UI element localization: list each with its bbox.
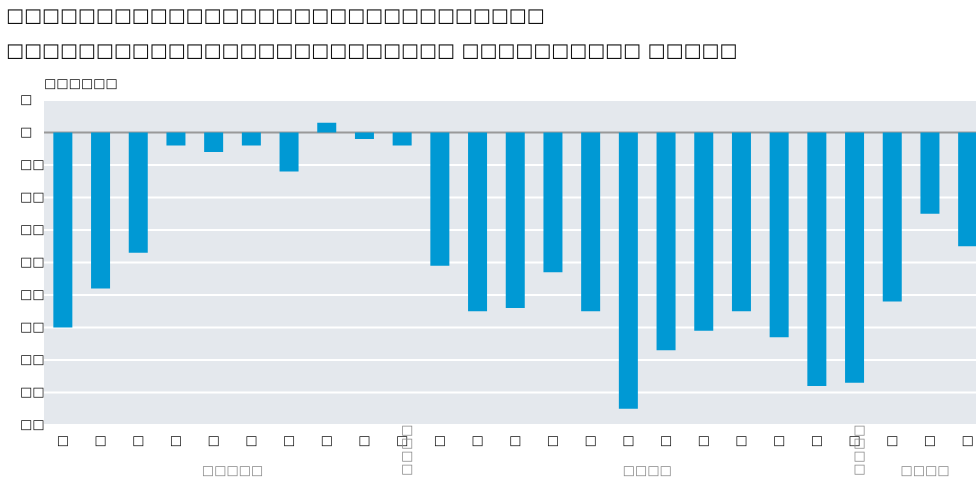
bar xyxy=(731,132,751,312)
bar xyxy=(354,132,374,139)
y-tick-label: □□ xyxy=(20,190,45,205)
x-tick-label: □ xyxy=(170,434,182,449)
x-tick-label: □ xyxy=(245,434,257,449)
chart-title: □□□□□□□□□□□□□□□□□□□□□□□□□□□□□□ xyxy=(6,5,545,27)
bar xyxy=(128,132,148,253)
x-tick-label: □ xyxy=(321,434,333,449)
bar xyxy=(920,132,940,214)
group-label: □□□□ xyxy=(623,464,672,479)
x-tick-label: □ xyxy=(773,434,785,449)
y-tick-label: □□ xyxy=(20,223,45,238)
group-label: □□□□ xyxy=(900,464,949,479)
y-tick-label: □□ xyxy=(20,385,45,400)
y-tick-label: □ xyxy=(20,125,32,140)
bar xyxy=(317,122,337,133)
y-tick-label: □□ xyxy=(20,353,45,368)
x-tick-label: □ xyxy=(660,434,672,449)
bar xyxy=(505,132,525,308)
x-tick-label: □ xyxy=(622,434,634,449)
bar xyxy=(882,132,902,302)
group-separator: □ □ □ □ xyxy=(853,423,865,477)
bar xyxy=(618,132,638,409)
x-tick-label: □ xyxy=(924,434,936,449)
x-tick-label: □ xyxy=(208,434,220,449)
x-tick-label: □ xyxy=(132,434,144,449)
bar xyxy=(581,132,601,312)
group-separator: □ □ □ □ xyxy=(401,423,413,477)
x-tick-label: □ xyxy=(698,434,710,449)
x-tick-label: □ xyxy=(886,434,898,449)
x-tick-label: □ xyxy=(396,434,408,449)
x-tick-label: □ xyxy=(434,434,446,449)
x-tick-label: □ xyxy=(811,434,823,449)
x-tick-label: □ xyxy=(358,434,370,449)
x-tick-label: □ xyxy=(283,434,295,449)
bar xyxy=(656,132,676,351)
x-tick-label: □ xyxy=(547,434,559,449)
x-tick-label: □ xyxy=(735,434,747,449)
bar xyxy=(430,132,450,266)
y-tick-label: □□ xyxy=(20,255,45,270)
y-tick-label: □□ xyxy=(20,288,45,303)
bar xyxy=(91,132,111,289)
y-axis-label: □□□□□□ xyxy=(44,77,118,92)
x-tick-label: □ xyxy=(509,434,521,449)
bar xyxy=(204,132,224,152)
x-tick-label: □ xyxy=(57,434,69,449)
bar xyxy=(958,132,976,247)
x-tick-label: □ xyxy=(585,434,597,449)
bar xyxy=(543,132,563,273)
bar xyxy=(694,132,714,331)
x-tick-label: □ xyxy=(962,434,974,449)
bar xyxy=(468,132,488,312)
y-tick-label: □□ xyxy=(20,418,45,433)
x-tick-label: □ xyxy=(94,434,106,449)
bar xyxy=(845,132,865,383)
bar xyxy=(807,132,827,386)
chart-subtitle: □□□□□□□□□□□□□□□□□□□□□□□□□ □□□□□□□□□□ □□□… xyxy=(6,40,737,62)
y-tick-label: □ xyxy=(20,93,32,108)
x-tick-label: □ xyxy=(471,434,483,449)
bar xyxy=(392,132,412,146)
bar xyxy=(241,132,261,146)
bar xyxy=(279,132,299,172)
bar xyxy=(769,132,789,338)
bar xyxy=(53,132,73,328)
group-label: □□□□□ xyxy=(202,464,263,479)
x-tick-label: □ xyxy=(848,434,860,449)
bar xyxy=(166,132,186,146)
y-tick-label: □□ xyxy=(20,158,45,173)
y-tick-label: □□ xyxy=(20,320,45,335)
